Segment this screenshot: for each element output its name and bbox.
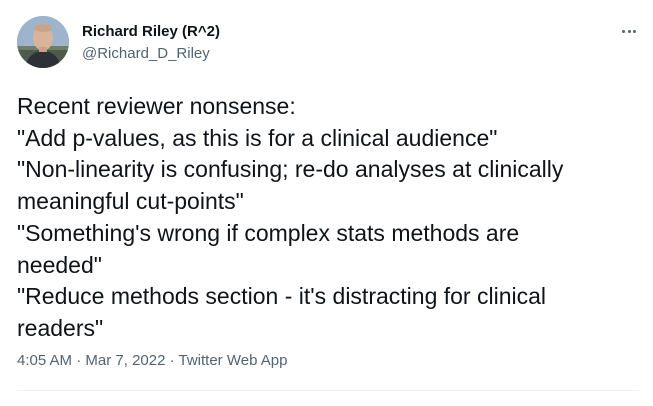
meta-separator: · — [165, 352, 179, 369]
divider — [17, 390, 639, 391]
author-handle[interactable]: @Richard_D_Riley — [82, 45, 210, 62]
tweet-text-line: "Add p-values, as this is for a clinical… — [17, 124, 498, 151]
tweet-text-line: "Non-linearity is confusing; re-do analy… — [17, 156, 564, 183]
tweet-metadata: 4:05 AM · Mar 7, 2022 · Twitter Web App — [17, 352, 287, 369]
meta-separator: · — [72, 352, 86, 369]
tweet-text-line: meaningful cut-points" — [17, 188, 244, 215]
author-display-name[interactable]: Richard Riley (R^2) — [82, 23, 220, 40]
more-options-button[interactable] — [614, 20, 644, 42]
tweet-time[interactable]: 4:05 AM — [17, 352, 73, 369]
tweet-text-line: "Reduce methods section - it's distracti… — [17, 283, 546, 310]
tweet-text-line: "Something's wrong if complex stats meth… — [17, 219, 520, 246]
tweet-text-line: Recent reviewer nonsense: — [17, 93, 296, 119]
tweet-text-line: readers" — [17, 314, 104, 341]
tweet-text: Recent reviewer nonsense: "Add p-values,… — [17, 91, 642, 345]
tweet-date[interactable]: Mar 7, 2022 — [85, 352, 166, 369]
more-options-icon — [622, 29, 636, 33]
profile-photo-icon — [17, 16, 69, 68]
tweet-text-line: needed" — [17, 251, 102, 278]
tweet-source[interactable]: Twitter Web App — [178, 352, 288, 369]
avatar[interactable] — [17, 16, 69, 68]
